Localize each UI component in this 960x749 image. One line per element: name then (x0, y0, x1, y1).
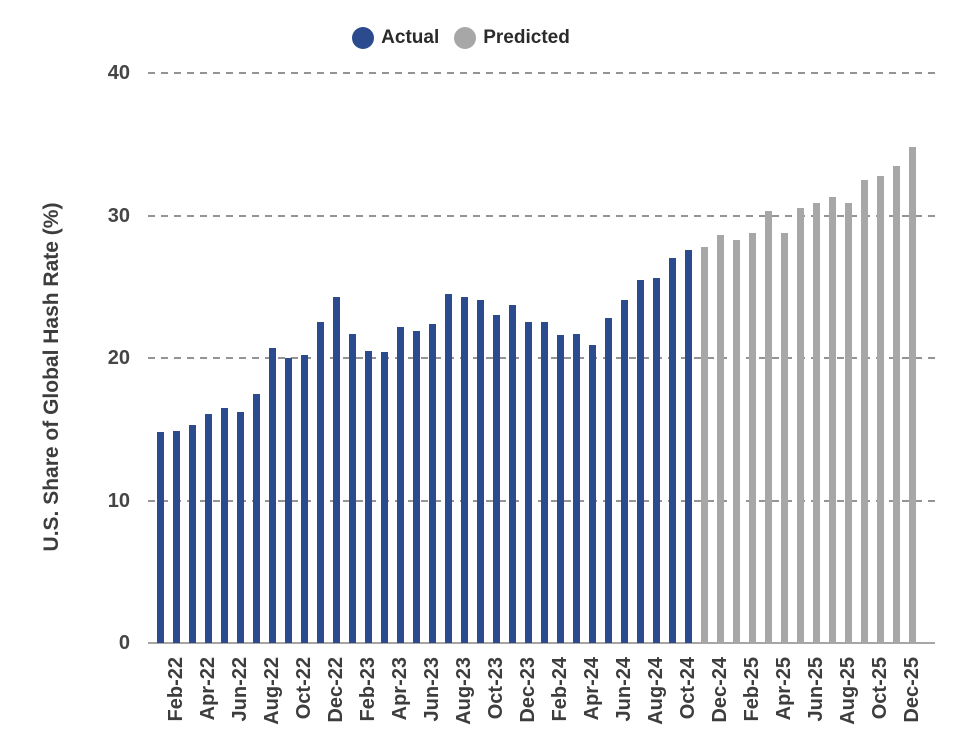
x-tick-Dec-24: Dec-24 (709, 657, 731, 723)
bar-Apr-25 (780, 232, 788, 643)
bar-Sep-23 (476, 299, 484, 643)
x-tick-Jun-24: Jun-24 (613, 657, 635, 722)
x-tick-Aug-23: Aug-23 (453, 657, 475, 725)
y-axis-title: U.S. Share of Global Hash Rate (%) (40, 202, 63, 552)
x-tick-Apr-22: Apr-22 (197, 657, 219, 721)
bar-Jul-24 (636, 279, 644, 643)
bar-May-24 (604, 318, 612, 643)
bar-Jan-22 (156, 432, 164, 643)
x-axis-line (148, 642, 935, 644)
x-tick-Dec-22: Dec-22 (325, 657, 347, 723)
x-tick-Jun-23: Jun-23 (421, 657, 443, 722)
bar-Jul-25 (828, 196, 836, 643)
bar-Jun-25 (812, 202, 820, 643)
bar-May-25 (796, 208, 804, 643)
x-tick-Feb-25: Feb-25 (741, 657, 763, 722)
x-tick-Oct-24: Oct-24 (677, 657, 699, 720)
bar-Feb-25 (748, 232, 756, 643)
bar-Nov-25 (892, 165, 900, 643)
y-tick-30: 30 (107, 204, 130, 227)
gridline-40 (148, 72, 937, 74)
legend-actual-dot-icon (352, 27, 375, 49)
legend-predicted-dot-icon (454, 27, 477, 49)
x-tick-Jun-22: Jun-22 (229, 657, 251, 722)
bar-Sep-24 (668, 258, 676, 643)
bar-Nov-24 (700, 246, 708, 643)
bar-Mar-23 (380, 352, 388, 643)
bar-Oct-22 (300, 355, 308, 643)
bar-Jun-24 (620, 299, 628, 643)
bar-Oct-24 (684, 249, 692, 643)
bar-May-22 (220, 407, 228, 643)
bar-Jan-23 (348, 333, 356, 643)
x-tick-Oct-25: Oct-25 (869, 657, 891, 720)
x-tick-Feb-24: Feb-24 (549, 657, 571, 722)
bar-Jul-23 (444, 293, 452, 643)
x-tick-Feb-23: Feb-23 (357, 657, 379, 722)
bar-Dec-23 (524, 322, 532, 643)
bar-Dec-25 (908, 147, 916, 643)
bar-Sep-22 (284, 358, 292, 643)
bar-Aug-24 (652, 278, 660, 643)
x-tick-Dec-25: Dec-25 (901, 657, 923, 723)
bar-Sep-25 (860, 179, 868, 643)
x-tick-Aug-24: Aug-24 (645, 657, 667, 725)
y-tick-10: 10 (107, 489, 130, 512)
bar-Aug-22 (268, 348, 276, 643)
y-tick-0: 0 (118, 632, 130, 654)
bar-Oct-23 (492, 315, 500, 643)
x-tick-Apr-24: Apr-24 (581, 657, 603, 721)
bar-Nov-23 (508, 305, 516, 643)
bar-Nov-22 (316, 322, 324, 643)
legend: Actual Predicted (0, 27, 941, 49)
gridline-30 (148, 214, 937, 217)
x-tick-Apr-23: Apr-23 (389, 657, 411, 721)
bar-Oct-25 (876, 175, 884, 643)
bar-Aug-23 (460, 296, 468, 643)
bar-Jun-23 (428, 323, 436, 643)
bar-Jan-25 (732, 239, 740, 643)
bar-Apr-22 (204, 413, 212, 643)
x-tick-Oct-22: Oct-22 (293, 657, 315, 720)
bar-Aug-25 (844, 202, 852, 643)
legend-item-actual: Actual (352, 27, 439, 49)
bar-Feb-22 (172, 430, 180, 643)
x-tick-Jun-25: Jun-25 (805, 657, 827, 722)
x-tick-Dec-23: Dec-23 (517, 657, 539, 723)
bar-Dec-22 (332, 296, 340, 643)
bar-Mar-24 (572, 333, 580, 643)
x-tick-Aug-22: Aug-22 (261, 657, 283, 725)
x-tick-Apr-25: Apr-25 (773, 657, 795, 721)
bar-Apr-23 (396, 326, 404, 643)
bar-Jul-22 (252, 393, 260, 643)
bar-Mar-22 (188, 424, 196, 643)
bar-Dec-24 (716, 235, 724, 643)
y-tick-20: 20 (107, 347, 130, 369)
bar-Feb-24 (556, 335, 564, 643)
bar-Apr-24 (588, 345, 596, 643)
legend-item-predicted: Predicted (454, 27, 570, 49)
x-tick-Feb-22: Feb-22 (165, 657, 187, 722)
bar-Jun-22 (236, 412, 244, 643)
legend-actual-label: Actual (381, 27, 440, 48)
legend-predicted-label: Predicted (483, 27, 570, 48)
x-tick-Oct-23: Oct-23 (485, 657, 507, 720)
bar-Jan-24 (540, 322, 548, 643)
y-tick-40: 40 (107, 62, 130, 84)
bar-May-23 (412, 330, 420, 643)
bar-Feb-23 (364, 350, 372, 643)
bar-Mar-25 (764, 211, 772, 643)
x-tick-Aug-25: Aug-25 (837, 657, 859, 725)
